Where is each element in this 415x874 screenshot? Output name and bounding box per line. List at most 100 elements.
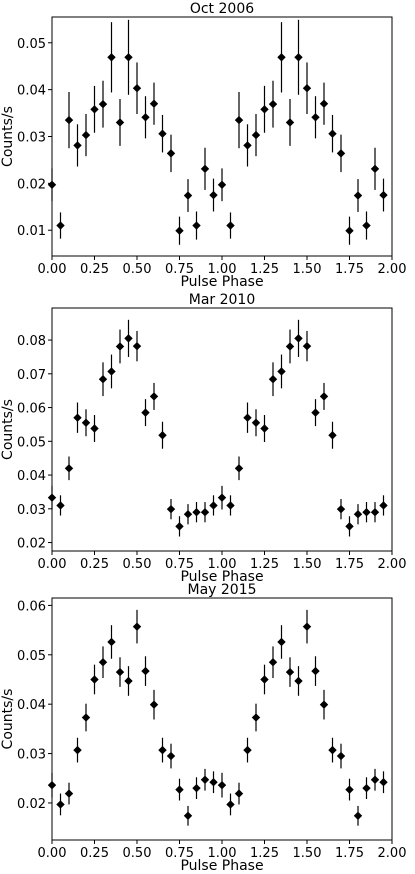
data-point: [268, 99, 278, 109]
data-point: [200, 775, 210, 784]
data-point: [149, 99, 159, 108]
x-tick-label: 0.50: [123, 262, 152, 277]
x-tick-label: 1.00: [208, 846, 237, 861]
data-point: [319, 700, 329, 709]
data-point: [294, 53, 303, 62]
data-point: [260, 424, 269, 433]
x-tick-label: 0.75: [165, 557, 194, 572]
chart-title: May 2015: [187, 582, 256, 598]
data-point: [192, 507, 201, 517]
x-tick-label: 1.50: [293, 262, 322, 277]
data-point: [209, 778, 218, 787]
data-point: [183, 811, 193, 820]
data-point: [64, 464, 74, 473]
data-point: [234, 789, 244, 798]
y-tick-label: 0.04: [17, 469, 46, 484]
data-point: [209, 501, 218, 510]
data-point: [353, 510, 363, 519]
data-point: [243, 141, 252, 150]
data-point: [328, 431, 337, 440]
data-point: [353, 191, 363, 200]
x-tick-label: 1.25: [250, 262, 279, 277]
data-point: [217, 780, 227, 790]
data-point: [302, 84, 312, 93]
data-point: [183, 510, 193, 519]
y-tick-label: 0.05: [17, 435, 46, 450]
data-point: [141, 666, 150, 676]
data-point: [158, 745, 167, 755]
x-tick-label: 1.50: [293, 557, 322, 572]
data-point: [328, 745, 337, 755]
plot-frame: [51, 597, 393, 841]
data-point: [353, 811, 363, 820]
y-tick-label: 0.02: [17, 537, 46, 552]
data-point: [149, 392, 159, 401]
data-point: [81, 418, 91, 427]
y-tick-label: 0.02: [17, 177, 46, 192]
data-point: [345, 522, 354, 531]
x-tick-label: 0.75: [165, 846, 194, 861]
x-tick-label: 0.75: [165, 262, 194, 277]
data-point: [47, 493, 57, 502]
data-point: [217, 493, 227, 502]
data-point: [370, 507, 380, 517]
data-point: [328, 129, 337, 138]
data-point: [251, 713, 261, 722]
data-point: [90, 424, 99, 433]
y-tick-label: 0.04: [17, 698, 46, 713]
x-tick-label: 1.75: [335, 846, 364, 861]
data-point: [107, 53, 116, 62]
x-tick-label: 0.25: [80, 262, 109, 277]
data-point: [141, 113, 150, 122]
data-point: [370, 164, 380, 174]
x-tick-label: 0.00: [38, 262, 67, 277]
x-tick-label: 0.00: [38, 846, 67, 861]
data-point: [115, 667, 125, 677]
data-point: [56, 501, 65, 510]
y-tick-label: 0.06: [17, 402, 46, 417]
data-point: [226, 800, 235, 809]
chart-title: Mar 2010: [189, 292, 256, 308]
data-point: [336, 751, 346, 761]
data-point: [294, 676, 303, 686]
data-point: [107, 367, 116, 376]
data-point: [47, 180, 57, 189]
data-point: [124, 53, 133, 62]
data-point: [319, 99, 329, 108]
data-point: [302, 622, 312, 631]
data-point: [260, 105, 269, 114]
data-point: [124, 676, 133, 686]
x-tick-label: 0.00: [38, 557, 67, 572]
y-tick-label: 0.05: [17, 649, 46, 664]
x-tick-label: 1.25: [250, 846, 279, 861]
data-point: [64, 789, 74, 798]
y-tick-label: 0.07: [17, 368, 46, 383]
data-point: [115, 342, 125, 351]
data-point: [362, 507, 371, 517]
data-point: [362, 221, 371, 230]
y-axis-label: Counts/s: [0, 689, 16, 750]
data-point: [285, 118, 295, 127]
data-point: [158, 431, 167, 440]
data-point: [64, 115, 74, 125]
data-point: [81, 130, 91, 140]
data-point: [379, 778, 388, 787]
data-point: [226, 501, 235, 510]
data-point: [277, 637, 286, 647]
y-axis-label: Counts/s: [0, 106, 16, 167]
x-axis-label: Pulse Phase: [180, 569, 263, 585]
y-tick-label: 0.03: [17, 131, 46, 146]
x-axis-label: Pulse Phase: [180, 858, 263, 874]
chart-panel-3: May 2015 0.00 0.25 0.50 0.75 1.00 1.25 1.50 1.75…: [0, 582, 406, 874]
data-point: [336, 504, 346, 514]
data-point: [243, 413, 252, 422]
x-tick-label: 1.50: [293, 846, 322, 861]
data-point: [73, 141, 82, 150]
data-point: [302, 341, 312, 351]
data-point: [56, 800, 65, 809]
data-point: [192, 783, 201, 793]
data-point: [175, 226, 184, 235]
x-tick-label: 0.50: [123, 557, 152, 572]
data-point: [132, 622, 142, 631]
x-tick-label: 2.00: [378, 557, 407, 572]
